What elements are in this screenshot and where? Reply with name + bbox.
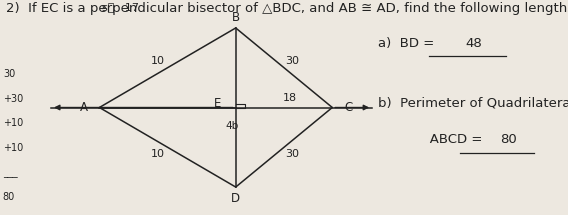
Text: ___: ___ [3,168,18,178]
Text: +30: +30 [3,94,23,104]
Text: a)  BD =: a) BD = [378,37,438,49]
Text: +10: +10 [3,143,23,153]
Text: s⧸   17: s⧸ 17 [102,2,139,12]
Text: E: E [214,97,221,110]
Text: C: C [344,101,352,114]
Text: 4b: 4b [225,121,239,131]
Text: 30: 30 [3,69,15,79]
Text: ABCD =: ABCD = [400,133,487,146]
Text: 30: 30 [286,149,299,159]
Text: 30: 30 [286,56,299,66]
Text: 80: 80 [3,192,15,203]
Text: D: D [231,192,240,205]
Text: 18: 18 [283,93,296,103]
Text: A: A [80,101,87,114]
Text: 48: 48 [466,37,482,49]
Text: 2)  If EC is a perpendicular bisector of △BDC, and AB ≅ AD, find the following l: 2) If EC is a perpendicular bisector of … [6,2,568,15]
Text: B: B [232,11,240,24]
Text: 10: 10 [151,56,165,66]
Text: +10: +10 [3,118,23,128]
Text: 80: 80 [500,133,516,146]
Text: 10: 10 [151,149,165,159]
Text: b)  Perimeter of Quadrilateral: b) Perimeter of Quadrilateral [378,97,568,110]
